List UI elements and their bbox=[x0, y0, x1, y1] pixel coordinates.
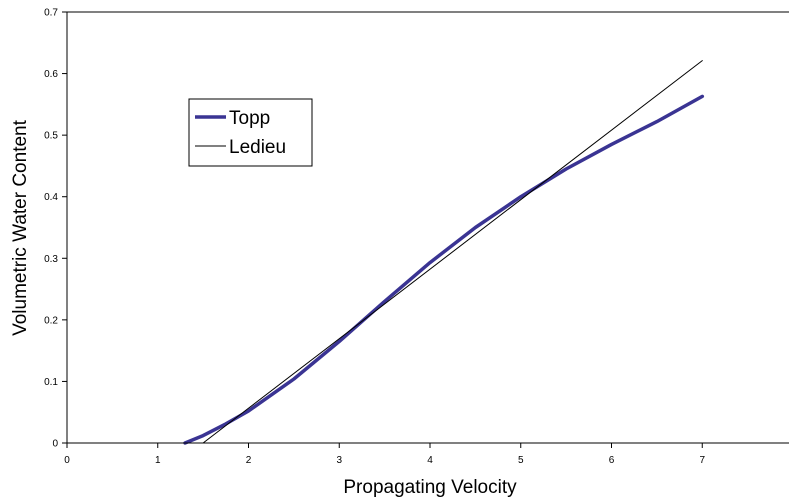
x-tick-label: 3 bbox=[336, 455, 342, 466]
legend-label-ledieu: Ledieu bbox=[229, 137, 286, 158]
x-axis-title: Propagating Velocity bbox=[343, 477, 517, 498]
legend-box bbox=[188, 98, 313, 167]
y-tick-label: 0.4 bbox=[44, 192, 58, 203]
y-tick-label: 0.1 bbox=[44, 377, 58, 388]
x-tick-label: 4 bbox=[427, 455, 433, 466]
x-tick-label: 0 bbox=[64, 455, 70, 466]
y-axis-title: Volumetric Water Content bbox=[10, 119, 31, 335]
series-lines bbox=[183, 60, 705, 445]
x-tick-label: 2 bbox=[246, 455, 252, 466]
y-tick-label: 0.3 bbox=[44, 254, 58, 265]
y-tick-label: 0.7 bbox=[44, 8, 58, 19]
legend-label-topp: Topp bbox=[229, 108, 270, 129]
y-tick-label: 0.2 bbox=[44, 315, 58, 326]
y-tick-label: 0.5 bbox=[44, 131, 58, 142]
x-tick-label: 5 bbox=[518, 455, 524, 466]
x-tick-labels: 0 1 2 3 4 5 6 7 bbox=[64, 455, 705, 466]
series-line-ledieu bbox=[202, 60, 703, 444]
x-tick-label: 1 bbox=[155, 455, 161, 466]
x-tick-label: 6 bbox=[609, 455, 615, 466]
x-tick-label: 7 bbox=[699, 455, 705, 466]
y-tick-labels: 0 0.1 0.2 0.3 0.4 0.5 0.6 0.7 bbox=[44, 8, 58, 450]
y-tick-label: 0.6 bbox=[44, 69, 58, 80]
axes bbox=[62, 11, 789, 448]
y-tick-label: 0 bbox=[52, 439, 58, 450]
legend: Topp Ledieu bbox=[188, 98, 313, 167]
series-line-topp bbox=[183, 94, 705, 445]
